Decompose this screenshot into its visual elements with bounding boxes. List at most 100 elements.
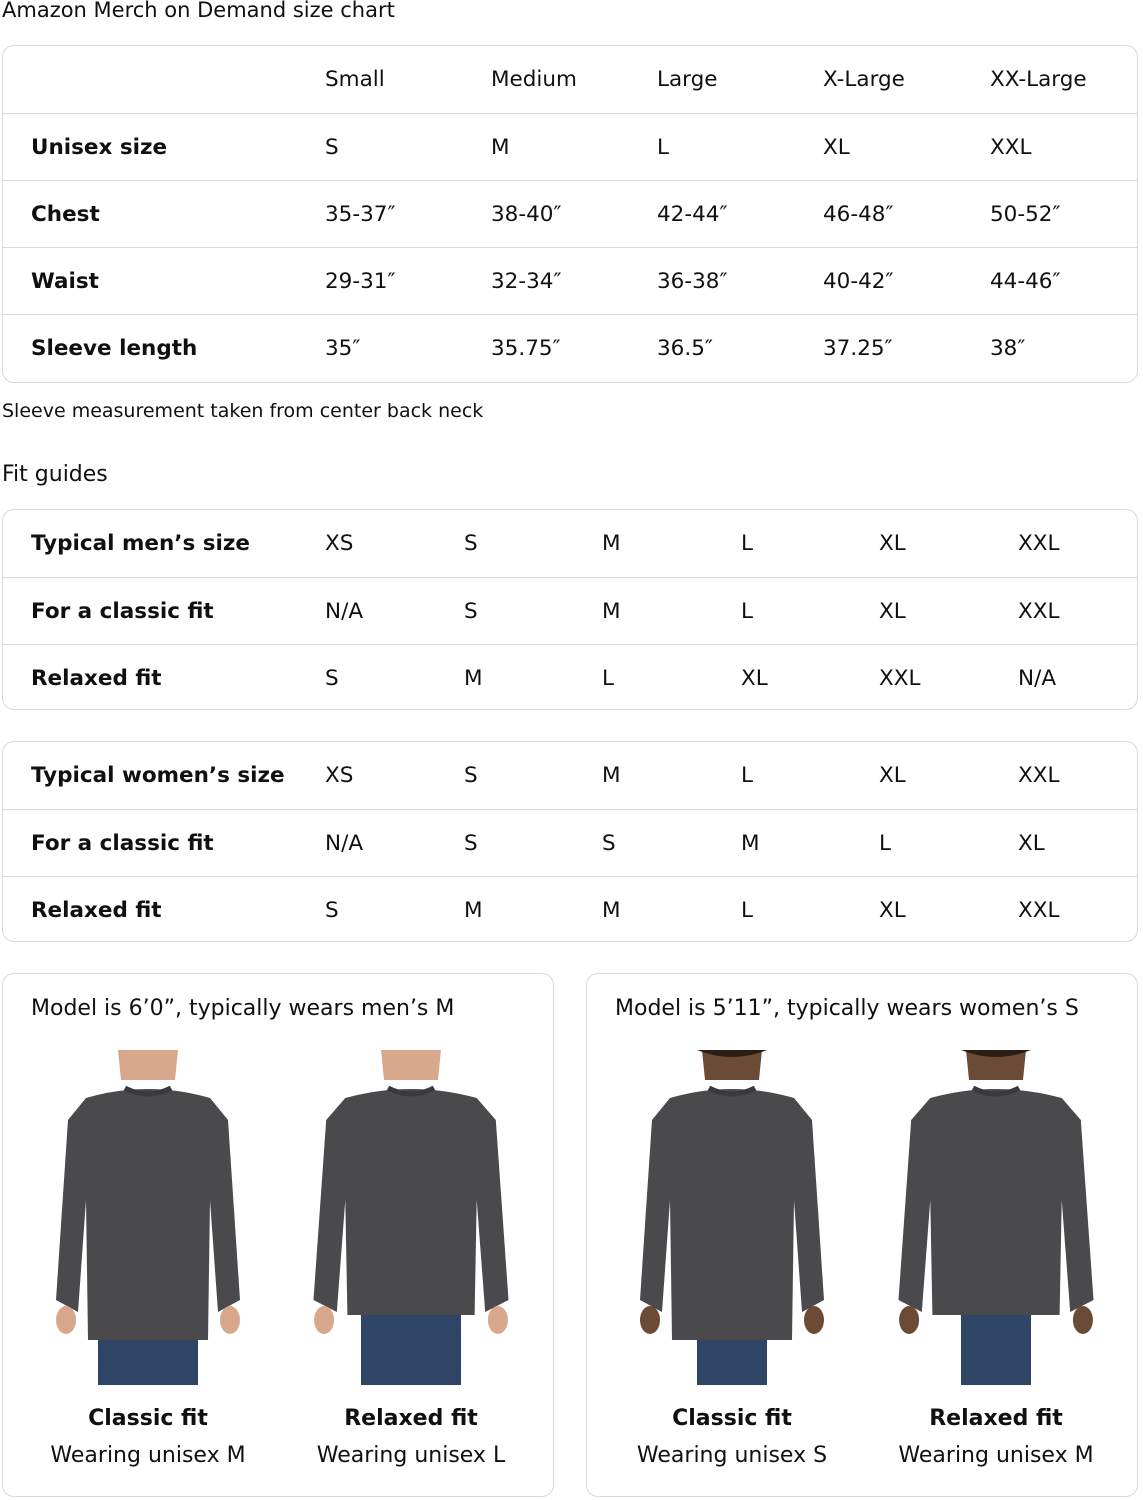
table-cell: L	[602, 666, 614, 691]
table-cell: 36-38″	[657, 269, 728, 294]
mens-fit-table: Typical men’s size XS S M L XL XXL For a classi…	[2, 509, 1138, 710]
fit-wearing-size: Wearing unisex M	[898, 1443, 1094, 1468]
table-cell: M	[741, 831, 760, 856]
women-model-card: Model is 5’11”, typically wears women’s …	[586, 973, 1138, 1497]
table-cell: S	[464, 531, 478, 556]
fit-wearing-size: Wearing unisex M	[50, 1443, 246, 1468]
table-row: Relaxed fit S M L XL XXL N/A	[3, 644, 1137, 712]
table-cell: M	[602, 531, 621, 556]
table-row: Unisex size S M L XL XXL	[3, 113, 1137, 181]
table-cell: N/A	[325, 831, 364, 856]
column-header: Small	[325, 67, 385, 92]
table-cell: N/A	[325, 599, 364, 624]
table-cell: S	[325, 898, 339, 923]
table-cell: XXL	[1018, 531, 1060, 556]
size-chart-title: Amazon Merch on Demand size chart	[2, 0, 395, 22]
table-cell: M	[464, 666, 483, 691]
row-label: Relaxed fit	[31, 666, 162, 691]
table-cell: 44-46″	[990, 269, 1061, 294]
fit-wearing-size: Wearing unisex S	[636, 1443, 828, 1468]
table-cell: M	[602, 599, 621, 624]
table-cell: M	[464, 898, 483, 923]
column-header: Large	[657, 67, 718, 92]
table-cell: XL	[879, 599, 906, 624]
table-cell: S	[602, 831, 616, 856]
row-label: For a classic fit	[31, 599, 214, 624]
table-cell: 38″	[990, 336, 1026, 361]
table-cell: L	[879, 831, 891, 856]
table-cell: 35″	[325, 336, 361, 361]
row-label: Waist	[31, 269, 99, 294]
table-row: Typical men’s size XS S M L XL XXL	[3, 510, 1137, 577]
table-cell: XS	[325, 531, 354, 556]
fit-name: Classic fit	[88, 1406, 208, 1431]
row-label: Sleeve length	[31, 336, 198, 361]
table-cell: 32-34″	[491, 269, 562, 294]
table-cell: XL	[879, 763, 906, 788]
table-cell: S	[325, 666, 339, 691]
table-cell: 50-52″	[990, 202, 1061, 227]
table-cell: XXL	[1018, 898, 1060, 923]
row-label: Relaxed fit	[31, 898, 162, 923]
table-cell: 29-31″	[325, 269, 396, 294]
column-header: XX-Large	[990, 67, 1087, 92]
table-row: Sleeve length 35″ 35.75″ 36.5″ 37.25″ 38″	[3, 314, 1137, 382]
model-description: Model is 5’11”, typically wears women’s …	[615, 996, 1079, 1021]
male-model-photo	[306, 1050, 516, 1385]
table-cell: 36.5″	[657, 336, 713, 361]
table-cell: XL	[1018, 831, 1045, 856]
header-row: Small Medium Large X-Large XX-Large	[3, 46, 1137, 113]
row-label: Typical women’s size	[31, 763, 285, 788]
male-model-photo	[43, 1050, 253, 1385]
table-cell: XL	[879, 898, 906, 923]
fit-name: Relaxed fit	[344, 1406, 478, 1431]
table-cell: XXL	[1018, 599, 1060, 624]
table-cell: S	[464, 831, 478, 856]
table-cell: 35.75″	[491, 336, 561, 361]
fit-name: Relaxed fit	[929, 1406, 1063, 1431]
table-cell: 46-48″	[823, 202, 894, 227]
table-row: Typical women’s size XS S M L XL XXL	[3, 742, 1137, 809]
table-row: For a classic fit N/A S S M L XL	[3, 809, 1137, 877]
table-cell: XXL	[990, 135, 1032, 160]
model-description: Model is 6’0”, typically wears men’s M	[31, 996, 455, 1021]
table-cell: M	[491, 135, 510, 160]
table-row: For a classic fit N/A S M L XL XXL	[3, 577, 1137, 645]
fit-guides-title: Fit guides	[2, 462, 108, 487]
sleeve-note: Sleeve measurement taken from center bac…	[2, 400, 484, 422]
womens-fit-table: Typical women’s size XS S M L XL XXL For a clas…	[2, 741, 1138, 942]
table-cell: 37.25″	[823, 336, 893, 361]
table-cell: N/A	[1018, 666, 1057, 691]
row-label: For a classic fit	[31, 831, 214, 856]
row-label: Typical men’s size	[31, 531, 250, 556]
fit-wearing-size: Wearing unisex L	[316, 1443, 506, 1468]
table-cell: S	[325, 135, 339, 160]
row-label: Unisex size	[31, 135, 168, 160]
table-cell: XXL	[1018, 763, 1060, 788]
column-header: Medium	[491, 67, 577, 92]
table-cell: XL	[879, 531, 906, 556]
row-label: Chest	[31, 202, 100, 227]
table-cell: L	[657, 135, 669, 160]
female-model-photo	[627, 1050, 837, 1385]
column-header: X-Large	[823, 67, 905, 92]
table-cell: L	[741, 763, 753, 788]
table-cell: L	[741, 898, 753, 923]
table-cell: M	[602, 763, 621, 788]
table-row: Chest 35-37″ 38-40″ 42-44″ 46-48″ 50-52″	[3, 180, 1137, 248]
table-row: Waist 29-31″ 32-34″ 36-38″ 40-42″ 44-46″	[3, 247, 1137, 315]
table-cell: S	[464, 763, 478, 788]
table-cell: 42-44″	[657, 202, 728, 227]
female-model-photo	[891, 1050, 1101, 1385]
table-cell: 35-37″	[325, 202, 396, 227]
table-cell: XS	[325, 763, 354, 788]
table-cell: M	[602, 898, 621, 923]
table-cell: L	[741, 531, 753, 556]
men-model-card: Model is 6’0”, typically wears men’s M C…	[2, 973, 554, 1497]
table-cell: 38-40″	[491, 202, 562, 227]
table-cell: XXL	[879, 666, 921, 691]
fit-name: Classic fit	[672, 1406, 792, 1431]
size-chart-table: Small Medium Large X-Large XX-Large Unisex si…	[2, 45, 1138, 383]
table-row: Relaxed fit S M M L XL XXL	[3, 876, 1137, 944]
table-cell: 40-42″	[823, 269, 894, 294]
